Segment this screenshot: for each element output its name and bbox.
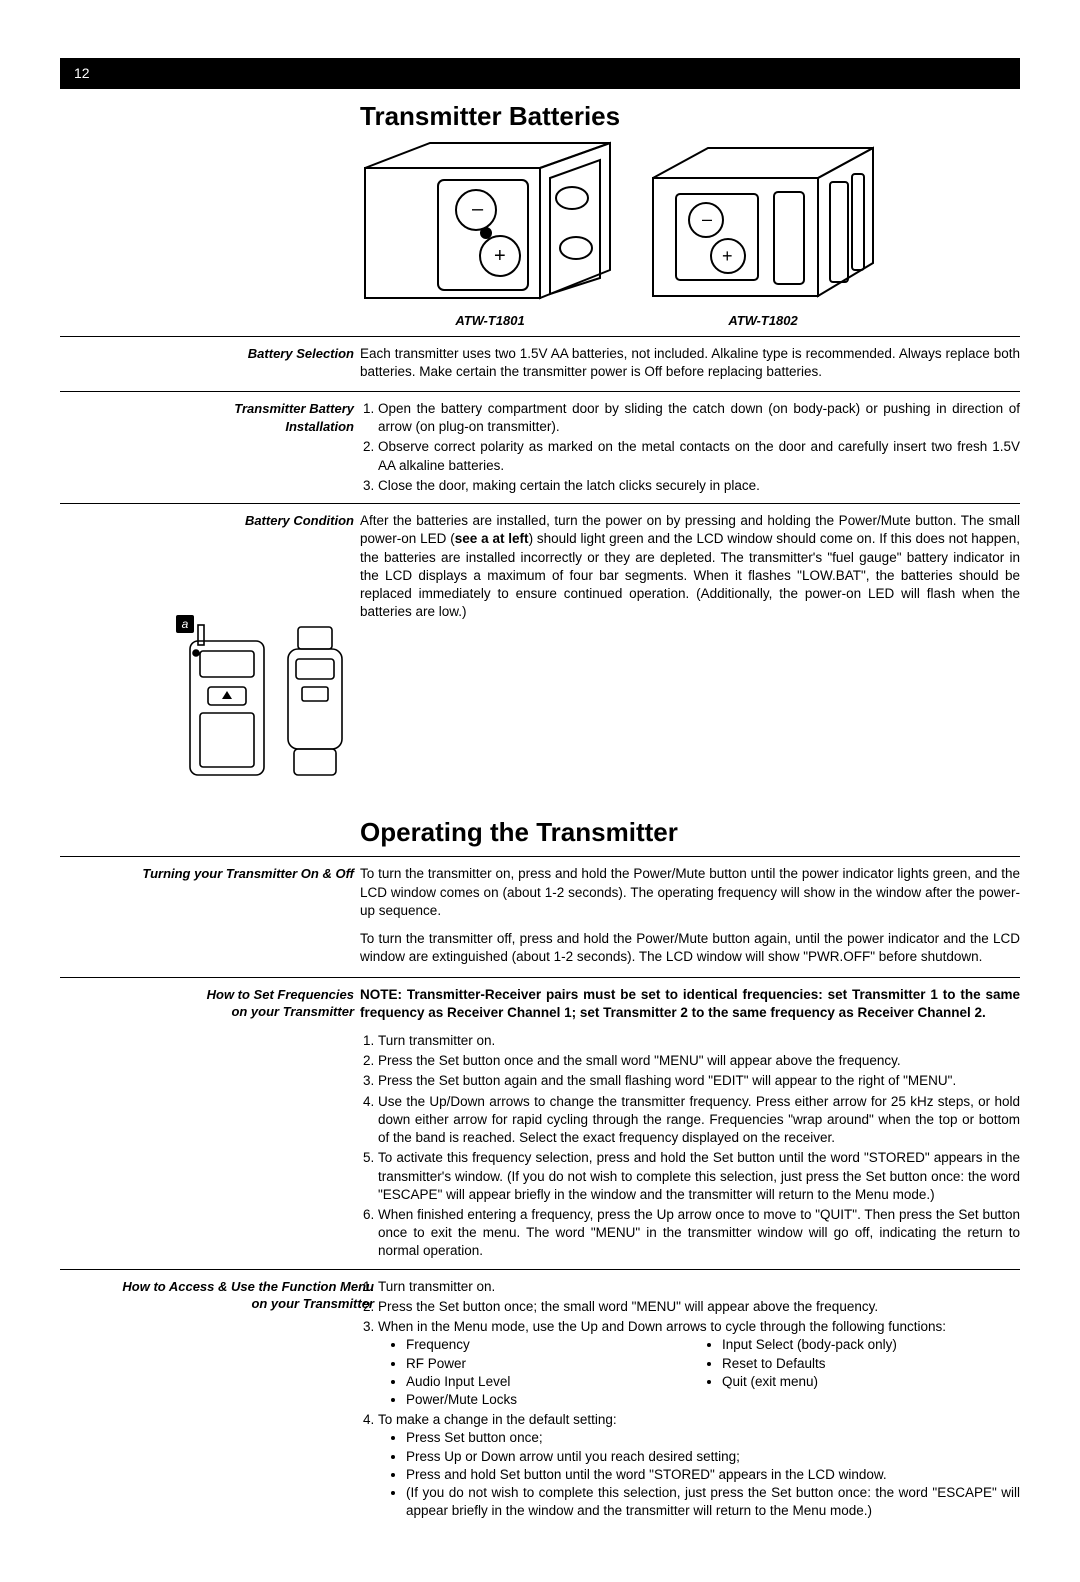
plugon-transmitter-icon bbox=[280, 621, 350, 781]
list-item: Observe correct polarity as marked on th… bbox=[378, 438, 1020, 474]
list-item: To make a change in the default setting:… bbox=[378, 1411, 1020, 1520]
page-number: 12 bbox=[74, 65, 90, 81]
list-item: Input Select (body-pack only) bbox=[722, 1336, 1020, 1354]
rule bbox=[60, 336, 1020, 337]
battery-install-steps: Open the battery compartment door by sli… bbox=[360, 400, 1020, 495]
list-item: Use the Up/Down arrows to change the tra… bbox=[378, 1093, 1020, 1148]
list-item: Press the Set button again and the small… bbox=[378, 1072, 1020, 1090]
svg-text:–: – bbox=[472, 198, 484, 220]
battery-diagram-a-icon: – + bbox=[360, 138, 620, 308]
list-item: Power/Mute Locks bbox=[406, 1391, 704, 1409]
svg-text:+: + bbox=[722, 246, 733, 266]
section-title-operating: Operating the Transmitter bbox=[60, 815, 1020, 850]
page-header-bar: 12 bbox=[60, 58, 1020, 89]
rule bbox=[60, 1269, 1020, 1270]
list-item: Press Up or Down arrow until you reach d… bbox=[406, 1448, 1020, 1466]
transmitter-drawings: a bbox=[60, 621, 360, 781]
label-battery-install: Transmitter Battery Installation bbox=[60, 400, 360, 435]
label-set-frequencies: How to Set Frequencies on your Transmitt… bbox=[60, 986, 360, 1021]
label-turning-on-off: Turning your Transmitter On & Off bbox=[60, 865, 360, 883]
bodypack-transmitter-icon bbox=[182, 621, 272, 781]
callout-badge-a: a bbox=[176, 615, 194, 633]
list-item: Quit (exit menu) bbox=[722, 1373, 1020, 1391]
rule bbox=[60, 503, 1020, 504]
svg-text:+: + bbox=[494, 245, 506, 267]
rule bbox=[60, 391, 1020, 392]
diagram-caption-b: ATW-T1802 bbox=[728, 312, 797, 330]
list-item: Press the Set button once and the small … bbox=[378, 1052, 1020, 1070]
list-item: (If you do not wish to complete this sel… bbox=[406, 1484, 1020, 1520]
battery-condition-text: After the batteries are installed, turn … bbox=[360, 512, 1020, 621]
rule bbox=[60, 977, 1020, 978]
list-item: Close the door, making certain the latch… bbox=[378, 477, 1020, 495]
label-battery-condition: Battery Condition bbox=[60, 512, 360, 530]
turning-on-p2: To turn the transmitter off, press and h… bbox=[360, 930, 1020, 966]
battery-diagram-b-icon: – + bbox=[648, 138, 878, 308]
list-item: Reset to Defaults bbox=[722, 1355, 1020, 1373]
see-a-at-left: see a at left bbox=[455, 531, 529, 546]
function-menu-steps: Turn transmitter on. Press the Set butto… bbox=[360, 1278, 1020, 1521]
battery-diagram-group: – + ATW-T1801 – + bbox=[60, 138, 1020, 330]
list-item: To activate this frequency selection, pr… bbox=[378, 1149, 1020, 1204]
battery-selection-text: Each transmitter uses two 1.5V AA batter… bbox=[360, 345, 1020, 381]
list-item: Open the battery compartment door by sli… bbox=[378, 400, 1020, 436]
step4-bullets: Press Set button once; Press Up or Down … bbox=[378, 1429, 1020, 1520]
list-item: Press the Set button once; the small wor… bbox=[378, 1298, 1020, 1316]
list-item: Turn transmitter on. bbox=[378, 1278, 1020, 1296]
list-item: When in the Menu mode, use the Up and Do… bbox=[378, 1318, 1020, 1409]
list-item: Press and hold Set button until the word… bbox=[406, 1466, 1020, 1484]
list-item: Audio Input Level bbox=[406, 1373, 704, 1391]
list-item: Press Set button once; bbox=[406, 1429, 1020, 1447]
svg-text:–: – bbox=[702, 209, 712, 229]
list-item: When finished entering a frequency, pres… bbox=[378, 1206, 1020, 1261]
label-battery-selection: Battery Selection bbox=[60, 345, 360, 363]
set-freq-steps: Turn transmitter on. Press the Set butto… bbox=[360, 1032, 1020, 1261]
list-item: Frequency bbox=[406, 1336, 704, 1354]
diagram-caption-a: ATW-T1801 bbox=[455, 312, 524, 330]
list-item: Turn transmitter on. bbox=[378, 1032, 1020, 1050]
label-function-menu: How to Access & Use the Function Menu on… bbox=[60, 1278, 380, 1313]
diagram-atw-t1802: – + ATW-T1802 bbox=[648, 138, 878, 330]
set-freq-note: NOTE: Transmitter-Receiver pairs must be… bbox=[360, 986, 1020, 1022]
diagram-atw-t1801: – + ATW-T1801 bbox=[360, 138, 620, 330]
list-item: RF Power bbox=[406, 1355, 704, 1373]
function-list: Frequency RF Power Audio Input Level Pow… bbox=[378, 1336, 1020, 1409]
section-title-batteries: Transmitter Batteries bbox=[60, 99, 1020, 134]
rule bbox=[60, 856, 1020, 857]
turning-on-p1: To turn the transmitter on, press and ho… bbox=[360, 865, 1020, 920]
